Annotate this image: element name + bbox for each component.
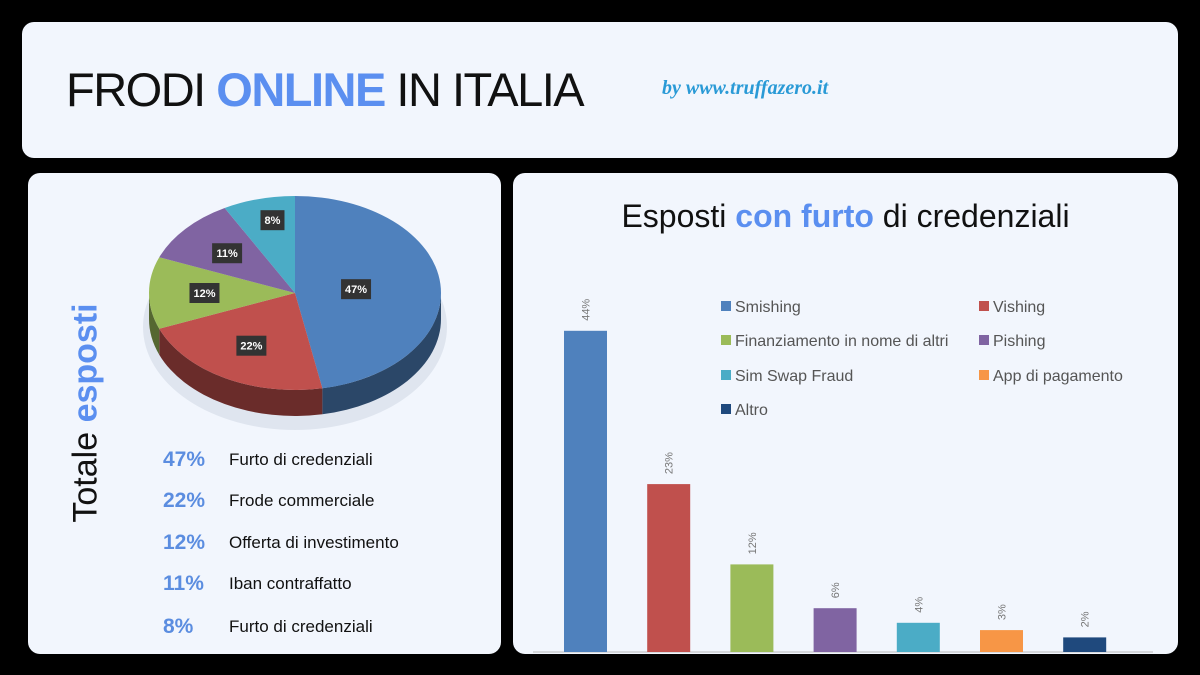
bar: [647, 484, 691, 652]
title-part3: IN ITALIA: [396, 63, 584, 116]
list-item: 8% Furto di credenziali: [163, 614, 373, 640]
pie-data-label: 12%: [193, 288, 215, 300]
pie-label-box: [341, 279, 372, 300]
list-pct: 11%: [163, 572, 204, 595]
pie-slice-side: [322, 293, 441, 415]
list-label: Frode commerciale: [229, 491, 375, 510]
bar: [813, 608, 857, 652]
list-label: Furto di credenziali: [229, 450, 373, 469]
legend-swatch: [979, 335, 989, 345]
page-title: FRODI ONLINE IN ITALIA: [66, 62, 585, 117]
list-item: 47% Furto di credenziali: [163, 447, 373, 473]
bar: [980, 630, 1023, 652]
legend-label: Finanziamento in nome di altri: [735, 333, 948, 350]
legend-label: Altro: [735, 402, 768, 419]
legend-label: App di pagamento: [993, 368, 1123, 385]
legend-label: Pishing: [993, 333, 1045, 350]
legend-swatch: [721, 301, 731, 311]
pie-data-label: 8%: [265, 215, 281, 227]
bar-data-label: 12%: [747, 532, 759, 554]
pie-data-label: 47%: [345, 284, 367, 296]
header-panel: FRODI ONLINE IN ITALIA by www.truffazero…: [22, 22, 1178, 158]
legend-swatch: [979, 370, 989, 380]
list-item: 22% Frode commerciale: [163, 488, 375, 514]
bar: [730, 564, 774, 652]
legend-swatch: [721, 404, 731, 414]
legend-label: Vishing: [993, 299, 1045, 316]
pie-label-box: [212, 243, 243, 264]
bar-data-label: 23%: [664, 452, 676, 474]
title-part2: ONLINE: [216, 63, 386, 116]
list-label: Offerta di investimento: [229, 533, 399, 552]
list-pct: 47%: [163, 448, 206, 471]
list-label: Iban contraffatto: [229, 574, 352, 593]
legend-swatch: [721, 335, 731, 345]
byline: by www.truffazero.it: [662, 77, 829, 99]
vertical-title-part1: Totale: [66, 431, 105, 523]
bar-data-label: 44%: [581, 299, 593, 321]
list-label: Furto di credenziali: [229, 617, 373, 636]
bar-data-label: 4%: [913, 597, 925, 613]
bar-title-part2: con furto: [735, 198, 874, 234]
bar: [896, 622, 940, 652]
pie-data-label: 22%: [240, 341, 262, 353]
legend-swatch: [979, 301, 989, 311]
bar: [1063, 637, 1107, 652]
pie-slice-side: [149, 293, 160, 355]
list-pct: 8%: [163, 615, 194, 638]
pie-label-box: [189, 283, 220, 303]
list-pct: 22%: [163, 489, 206, 512]
bar-chart: 44% 23% 12% 6% 4% 3% 2% Smishing Vishing Finanzia…: [533, 299, 1153, 653]
legend-label: Smishing: [735, 299, 801, 316]
pie-slice: [149, 257, 295, 329]
pie-data-label: 11%: [216, 248, 238, 260]
legend-swatch: [721, 370, 731, 380]
left-panel: Totale esposti 47% 22% 12% 11% 8% 47% Furto d…: [28, 173, 501, 654]
pie-chart: 47% 22% 12% 11% 8%: [143, 196, 447, 430]
right-panel: Esposti con furto di credenziali 44% 23% 1…: [513, 173, 1178, 654]
list-item: 12% Offerta di investimento: [163, 530, 399, 556]
bar: [564, 330, 607, 652]
list-item: 11% Iban contraffatto: [163, 571, 352, 597]
title-part1: FRODI: [66, 63, 206, 116]
bar-title-part3: di credenziali: [882, 198, 1070, 234]
pie-slice-side: [159, 328, 323, 416]
bar-data-label: 3%: [997, 604, 1009, 620]
pie-label-box: [236, 335, 267, 356]
list-pct: 12%: [163, 531, 206, 554]
bar-data-label: 6%: [830, 582, 842, 598]
legend-label: Sim Swap Fraud: [735, 368, 853, 385]
bar-chart-title: Esposti con furto di credenziali: [513, 198, 1178, 235]
bar-title-part1: Esposti: [621, 198, 727, 234]
bar-data-label: 2%: [1080, 611, 1092, 627]
pie-label-box: [260, 210, 285, 231]
